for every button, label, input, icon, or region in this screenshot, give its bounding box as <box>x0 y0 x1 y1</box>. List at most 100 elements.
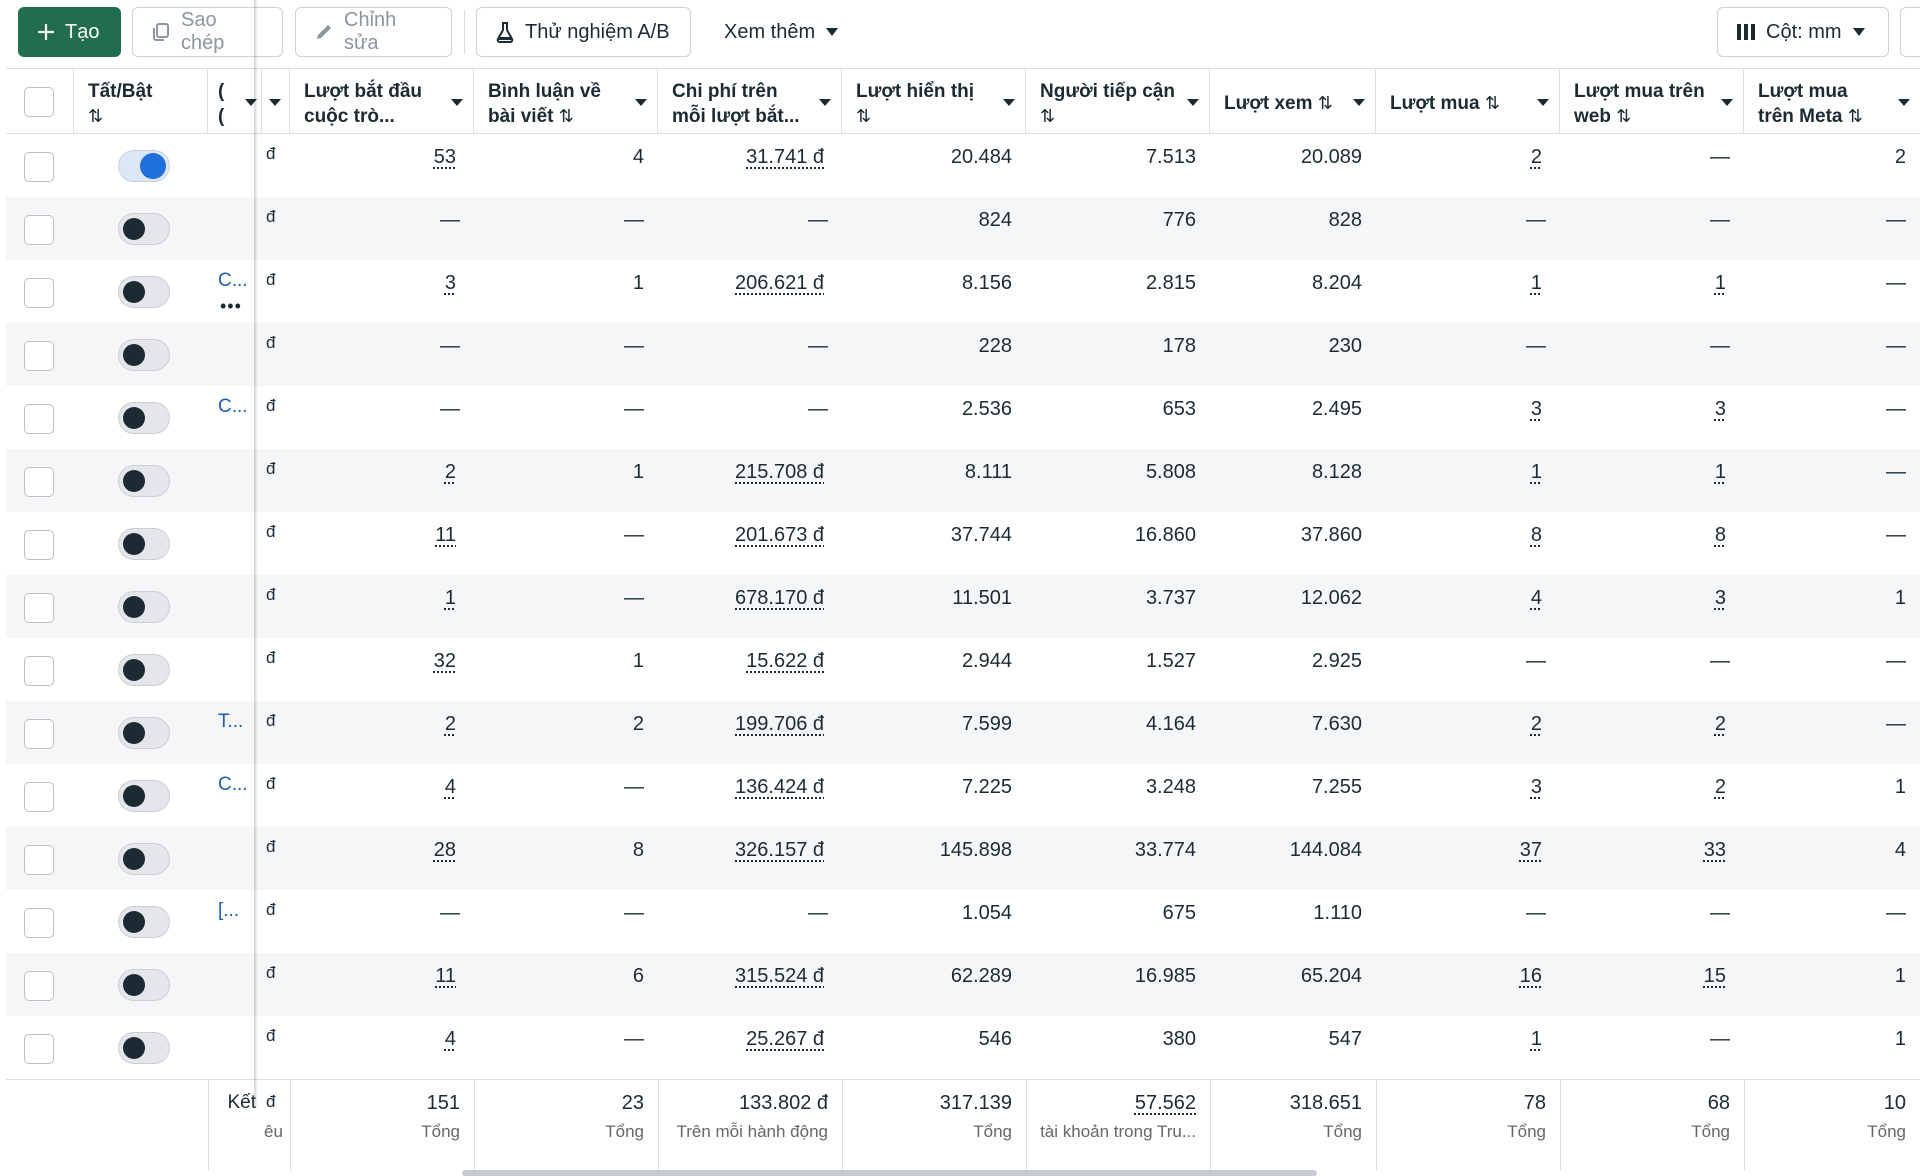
row-checkbox[interactable] <box>24 845 54 875</box>
value-cost[interactable]: 15.622 đ <box>746 650 824 672</box>
row-checkbox[interactable] <box>24 530 54 560</box>
col-name[interactable]: (( <box>208 69 262 133</box>
caret-down-icon[interactable] <box>1003 99 1015 106</box>
delivery-toggle[interactable] <box>118 465 170 497</box>
delivery-toggle[interactable] <box>118 654 170 686</box>
table-row[interactable]: [... đ — — — 1.054 675 1.110 — — — <box>6 890 1920 953</box>
table-row[interactable]: đ — — — 824 776 828 — — — <box>6 197 1920 260</box>
col-views[interactable]: Lượt xem ⇅ <box>1210 69 1376 133</box>
caret-down-icon[interactable] <box>635 99 647 106</box>
col-currency[interactable] <box>262 69 290 133</box>
value-cost[interactable]: 678.170 đ <box>735 587 824 609</box>
value-purch[interactable]: 2 <box>1530 713 1542 735</box>
delivery-toggle[interactable] <box>118 150 170 182</box>
value-conv[interactable]: 4 <box>444 776 456 798</box>
col-impressions[interactable]: Lượt hiển thị ⇅ <box>842 69 1026 133</box>
row-checkbox[interactable] <box>24 593 54 623</box>
campaign-name-link[interactable]: C... <box>218 396 248 417</box>
row-checkbox[interactable] <box>24 1034 54 1064</box>
row-checkbox[interactable] <box>24 971 54 1001</box>
row-checkbox[interactable] <box>24 278 54 308</box>
value-conv[interactable]: 3 <box>444 272 456 294</box>
value-web[interactable]: 3 <box>1714 587 1726 609</box>
row-checkbox[interactable] <box>24 908 54 938</box>
table-row[interactable]: đ 2 1 215.708 đ 8.111 5.808 8.128 1 1 — <box>6 449 1920 512</box>
row-checkbox[interactable] <box>24 341 54 371</box>
value-purch[interactable]: 1 <box>1530 272 1542 294</box>
value-conv[interactable]: 2 <box>444 713 456 735</box>
caret-down-icon[interactable] <box>245 99 257 106</box>
footer-total-reach[interactable]: 57.562 <box>1134 1092 1196 1114</box>
value-web[interactable]: 15 <box>1703 965 1726 987</box>
value-purch[interactable]: 3 <box>1530 776 1542 798</box>
value-web[interactable]: 1 <box>1714 272 1726 294</box>
value-conv[interactable]: 2 <box>444 461 456 483</box>
table-row[interactable]: C... đ 4 — 136.424 đ 7.225 3.248 7.255 3… <box>6 764 1920 827</box>
value-conv[interactable]: 32 <box>433 650 456 672</box>
value-purch[interactable]: 1 <box>1530 1028 1542 1050</box>
table-row[interactable]: đ 32 1 15.622 đ 2.944 1.527 2.925 — — — <box>6 638 1920 701</box>
campaign-name-link[interactable]: C... <box>218 774 248 795</box>
value-cost[interactable]: 215.708 đ <box>735 461 824 483</box>
value-cost[interactable]: 206.621 đ <box>735 272 824 294</box>
delivery-toggle[interactable] <box>118 1032 170 1064</box>
value-web[interactable]: 2 <box>1714 776 1726 798</box>
value-purch[interactable]: 2 <box>1530 146 1542 168</box>
value-cost[interactable]: 315.524 đ <box>735 965 824 987</box>
col-onoff[interactable]: Tất/Bật ⇅ <box>74 69 208 133</box>
value-purch[interactable]: 37 <box>1519 839 1542 861</box>
col-conversations[interactable]: Lượt bắt đầu cuộc trò... <box>290 69 474 133</box>
table-row[interactable]: đ 28 8 326.157 đ 145.898 33.774 144.084 … <box>6 827 1920 890</box>
delivery-toggle[interactable] <box>118 843 170 875</box>
row-checkbox[interactable] <box>24 782 54 812</box>
breakdown-button[interactable] <box>1900 7 1920 57</box>
table-row[interactable]: đ 4 — 25.267 đ 546 380 547 1 — 1 <box>6 1016 1920 1079</box>
value-conv[interactable]: 1 <box>444 587 456 609</box>
value-purch[interactable]: 8 <box>1530 524 1542 546</box>
row-checkbox[interactable] <box>24 467 54 497</box>
create-button[interactable]: Tạo <box>18 7 121 57</box>
caret-down-icon[interactable] <box>1537 99 1549 106</box>
value-web[interactable]: 2 <box>1714 713 1726 735</box>
col-meta-purchases[interactable]: Lượt mua trên Meta ⇅ <box>1744 69 1920 133</box>
caret-down-icon[interactable] <box>1353 99 1365 106</box>
value-conv[interactable]: 11 <box>435 524 456 546</box>
caret-down-icon[interactable] <box>1187 99 1199 106</box>
more-dropdown[interactable]: Xem thêm <box>706 7 866 57</box>
table-row[interactable]: đ 1 — 678.170 đ 11.501 3.737 12.062 4 3 … <box>6 575 1920 638</box>
value-purch[interactable]: 1 <box>1530 461 1542 483</box>
table-row[interactable]: đ 11 — 201.673 đ 37.744 16.860 37.860 8 … <box>6 512 1920 575</box>
value-web[interactable]: 8 <box>1714 524 1726 546</box>
caret-down-icon[interactable] <box>269 99 281 106</box>
edit-button[interactable]: Chỉnh sửa <box>295 7 452 57</box>
copy-button[interactable]: Sao chép <box>132 7 283 57</box>
table-row[interactable]: C... ••• đ 3 1 206.621 đ 8.156 2.815 8.2… <box>6 260 1920 323</box>
delivery-toggle[interactable] <box>118 402 170 434</box>
row-checkbox[interactable] <box>24 719 54 749</box>
delivery-toggle[interactable] <box>118 969 170 1001</box>
col-web-purchases[interactable]: Lượt mua trên web ⇅ <box>1560 69 1744 133</box>
campaign-name-link[interactable]: C... <box>218 270 248 291</box>
row-checkbox[interactable] <box>24 656 54 686</box>
delivery-toggle[interactable] <box>118 339 170 371</box>
caret-down-icon[interactable] <box>1898 99 1910 106</box>
value-cost[interactable]: 199.706 đ <box>735 713 824 735</box>
row-checkbox[interactable] <box>24 215 54 245</box>
value-cost[interactable]: 326.157 đ <box>735 839 824 861</box>
delivery-toggle[interactable] <box>118 591 170 623</box>
value-conv[interactable]: 28 <box>433 839 456 861</box>
delivery-toggle[interactable] <box>118 906 170 938</box>
ab-test-button[interactable]: Thử nghiệm A/B <box>476 7 691 57</box>
campaign-name-link[interactable]: T... <box>218 711 244 732</box>
table-row[interactable]: đ 53 4 31.741 đ 20.484 7.513 20.089 2 — … <box>6 134 1920 197</box>
value-conv[interactable]: 11 <box>435 965 456 987</box>
col-comments[interactable]: Bình luận về bài viết ⇅ <box>474 69 658 133</box>
value-web[interactable]: 33 <box>1703 839 1726 861</box>
delivery-toggle[interactable] <box>118 276 170 308</box>
value-cost[interactable]: 201.673 đ <box>735 524 824 546</box>
value-web[interactable]: 3 <box>1714 398 1726 420</box>
value-purch[interactable]: 3 <box>1530 398 1542 420</box>
value-cost[interactable]: 31.741 đ <box>746 146 824 168</box>
row-checkbox[interactable] <box>24 404 54 434</box>
row-checkbox[interactable] <box>24 152 54 182</box>
